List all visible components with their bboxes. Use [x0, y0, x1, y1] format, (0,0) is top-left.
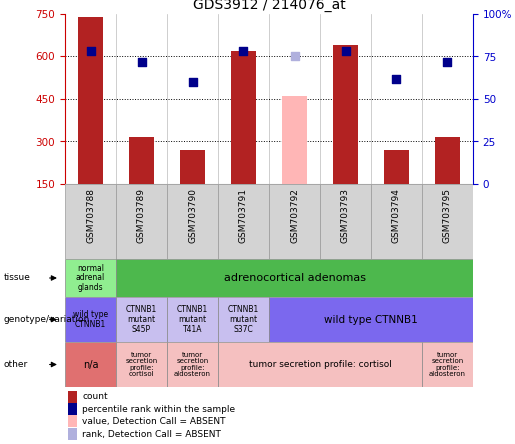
- Point: [341, 48, 350, 55]
- Text: wild type
CTNNB1: wild type CTNNB1: [73, 310, 108, 329]
- Title: GDS3912 / 214076_at: GDS3912 / 214076_at: [193, 0, 346, 12]
- Bar: [68, 415, 77, 427]
- Text: tumor
secretion
profile:
aldosteron: tumor secretion profile: aldosteron: [174, 352, 211, 377]
- Bar: [167, 184, 218, 259]
- Bar: [218, 342, 422, 387]
- Bar: [68, 428, 77, 440]
- Bar: [65, 259, 116, 297]
- Point: [290, 53, 299, 60]
- Text: count: count: [82, 392, 108, 401]
- Bar: [129, 137, 154, 184]
- Bar: [167, 342, 218, 387]
- Bar: [371, 184, 422, 259]
- Text: GSM703795: GSM703795: [443, 188, 452, 243]
- Bar: [218, 184, 269, 259]
- Bar: [116, 297, 167, 342]
- Text: n/a: n/a: [83, 360, 98, 369]
- Text: tumor
secretion
profile:
aldosteron: tumor secretion profile: aldosteron: [429, 352, 466, 377]
- Text: wild type CTNNB1: wild type CTNNB1: [324, 314, 418, 325]
- Bar: [231, 51, 256, 184]
- Text: percentile rank within the sample: percentile rank within the sample: [82, 404, 235, 413]
- Bar: [422, 184, 473, 259]
- Point: [188, 79, 197, 86]
- Bar: [116, 259, 473, 297]
- Text: GSM703793: GSM703793: [341, 188, 350, 243]
- Bar: [422, 342, 473, 387]
- Text: other: other: [3, 360, 27, 369]
- Bar: [180, 150, 205, 184]
- Text: GSM703791: GSM703791: [239, 188, 248, 243]
- Bar: [320, 184, 371, 259]
- Text: adrenocortical adenomas: adrenocortical adenomas: [224, 273, 366, 283]
- Bar: [269, 184, 320, 259]
- Point: [138, 58, 146, 65]
- Text: CTNNB1
mutant
T41A: CTNNB1 mutant T41A: [177, 305, 208, 334]
- Bar: [435, 137, 460, 184]
- Text: value, Detection Call = ABSENT: value, Detection Call = ABSENT: [82, 416, 226, 426]
- Text: GSM703790: GSM703790: [188, 188, 197, 243]
- Bar: [68, 403, 77, 415]
- Bar: [282, 96, 307, 184]
- Point: [239, 48, 248, 55]
- Text: tumor secretion profile: cortisol: tumor secretion profile: cortisol: [249, 360, 391, 369]
- Bar: [65, 342, 116, 387]
- Text: GSM703789: GSM703789: [137, 188, 146, 243]
- Text: GSM703792: GSM703792: [290, 188, 299, 242]
- Text: GSM703794: GSM703794: [392, 188, 401, 242]
- Bar: [218, 297, 269, 342]
- Bar: [384, 150, 409, 184]
- Bar: [65, 297, 116, 342]
- Bar: [65, 184, 116, 259]
- Bar: [333, 45, 358, 184]
- Bar: [269, 297, 473, 342]
- Point: [392, 75, 401, 82]
- Text: genotype/variation: genotype/variation: [3, 315, 90, 324]
- Text: tissue: tissue: [3, 274, 30, 282]
- Text: tumor
secretion
profile:
cortisol: tumor secretion profile: cortisol: [125, 352, 158, 377]
- Bar: [68, 391, 77, 403]
- Text: CTNNB1
mutant
S45P: CTNNB1 mutant S45P: [126, 305, 157, 334]
- Bar: [116, 342, 167, 387]
- Point: [443, 58, 452, 65]
- Bar: [167, 297, 218, 342]
- Bar: [78, 17, 103, 184]
- Text: normal
adrenal
glands: normal adrenal glands: [76, 264, 105, 292]
- Bar: [116, 184, 167, 259]
- Text: GSM703788: GSM703788: [86, 188, 95, 243]
- Text: CTNNB1
mutant
S37C: CTNNB1 mutant S37C: [228, 305, 259, 334]
- Text: rank, Detection Call = ABSENT: rank, Detection Call = ABSENT: [82, 430, 221, 439]
- Point: [87, 48, 95, 55]
